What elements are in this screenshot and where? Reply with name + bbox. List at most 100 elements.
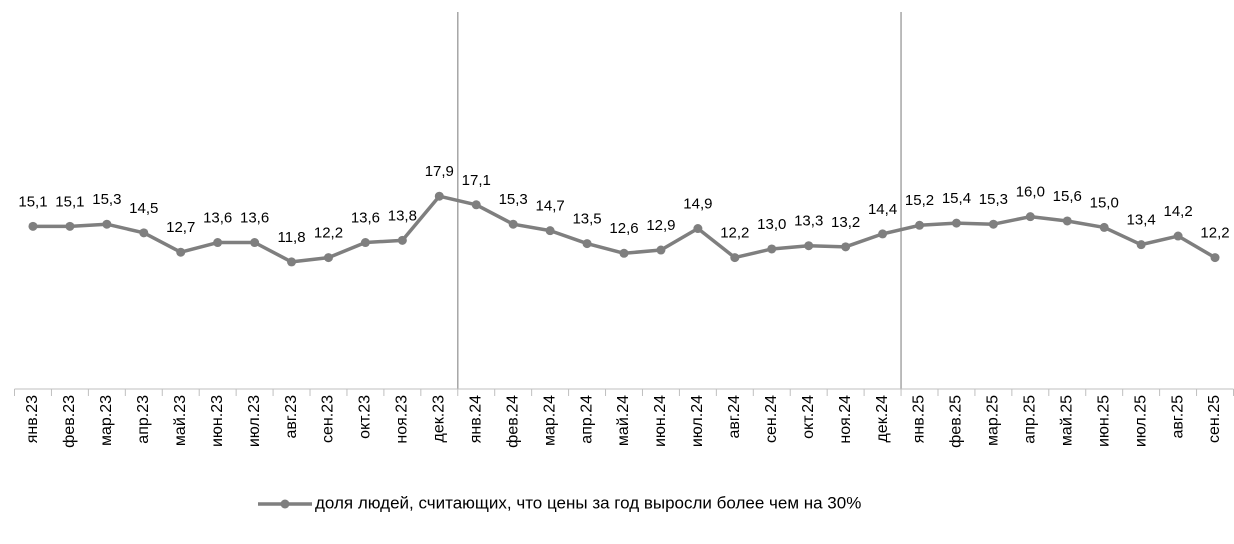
point	[619, 248, 629, 258]
point	[841, 242, 851, 252]
data-label: 14,2	[1163, 203, 1192, 220]
point	[915, 220, 925, 230]
data-label: 13,8	[388, 207, 417, 224]
legend-marker	[280, 499, 290, 509]
data-label: 13,3	[794, 213, 823, 230]
x-tick-label: фев.24	[504, 395, 521, 448]
x-tick-label: мар.25	[985, 395, 1002, 446]
point	[102, 219, 112, 229]
x-tick-label: окт.23	[357, 395, 374, 439]
x-tick-label: июн.24	[652, 395, 669, 447]
data-label: 15,4	[942, 190, 971, 207]
point	[28, 221, 38, 231]
x-tick-label: июн.25	[1095, 395, 1112, 447]
x-tick-label: апр.24	[578, 395, 595, 444]
point	[397, 235, 407, 245]
x-tick-label: сен.23	[320, 395, 337, 443]
point	[656, 245, 666, 255]
x-tick-label: май.24	[615, 395, 632, 446]
x-tick-label: янв.23	[24, 395, 41, 443]
x-tick-label: ноя.23	[394, 395, 411, 444]
point	[65, 221, 75, 231]
x-tick-label: сен.25	[1206, 395, 1223, 443]
point	[360, 238, 370, 248]
data-label: 11,8	[277, 229, 305, 246]
point	[730, 253, 740, 263]
data-label: 15,1	[18, 193, 47, 210]
data-label: 15,2	[905, 192, 934, 209]
point	[176, 247, 186, 257]
data-label: 16,0	[1016, 184, 1045, 201]
point	[988, 219, 998, 229]
data-label: 14,9	[683, 195, 712, 212]
point	[323, 253, 333, 263]
x-tick-label: июл.23	[246, 395, 263, 447]
data-label: 15,3	[979, 191, 1008, 208]
x-tick-label: апр.25	[1022, 395, 1039, 444]
point	[287, 257, 297, 267]
point	[434, 191, 444, 201]
point	[767, 244, 777, 254]
point	[1173, 231, 1183, 241]
data-label: 15,3	[499, 191, 528, 208]
point	[951, 218, 961, 228]
data-label: 13,4	[1127, 212, 1156, 229]
x-tick-label: янв.25	[911, 395, 928, 443]
point	[139, 228, 149, 238]
data-label: 15,0	[1090, 194, 1119, 211]
x-tick-label: авг.23	[283, 395, 300, 439]
x-tick-label: май.25	[1058, 395, 1075, 446]
data-label: 15,1	[55, 193, 84, 210]
x-tick-label: окт.24	[800, 395, 817, 439]
x-tick-label: авг.24	[726, 395, 743, 439]
x-tick-label: май.23	[172, 395, 189, 446]
x-tick-label: янв.24	[467, 395, 484, 443]
point	[582, 239, 592, 249]
x-tick-label: дек.23	[431, 395, 448, 443]
data-label: 12,2	[314, 225, 343, 242]
x-tick-label: ноя.24	[837, 395, 854, 444]
data-label: 12,9	[646, 217, 675, 234]
data-label: 13,6	[351, 209, 380, 226]
point	[1210, 253, 1220, 263]
data-label: 12,2	[720, 225, 749, 242]
data-label: 12,6	[609, 220, 638, 237]
data-label: 14,5	[129, 200, 158, 217]
data-label: 15,6	[1053, 188, 1082, 205]
data-label: 17,9	[425, 163, 454, 180]
data-label: 14,7	[536, 198, 565, 215]
data-label: 13,6	[240, 209, 269, 226]
point	[878, 229, 888, 239]
point	[804, 241, 814, 251]
data-label: 12,7	[166, 219, 195, 236]
data-label: 15,3	[92, 191, 121, 208]
point	[693, 224, 703, 234]
point	[1099, 222, 1109, 232]
x-tick-label: апр.23	[135, 395, 152, 444]
x-tick-label: июл.24	[689, 395, 706, 447]
legend-label: доля людей, считающих, что цены за год в…	[315, 493, 861, 512]
point	[508, 219, 518, 229]
data-label: 13,2	[831, 214, 860, 231]
x-tick-label: июл.25	[1132, 395, 1149, 447]
point	[1025, 212, 1035, 222]
data-label: 13,6	[203, 209, 232, 226]
data-label: 14,4	[868, 201, 897, 218]
data-label: 17,1	[462, 172, 491, 189]
data-label: 12,2	[1200, 225, 1229, 242]
point	[213, 238, 223, 248]
point	[471, 200, 481, 210]
data-label: 13,5	[572, 211, 601, 228]
x-tick-label: мар.24	[541, 395, 558, 446]
x-tick-label: фев.25	[948, 395, 965, 448]
data-label: 13,0	[757, 216, 786, 233]
x-tick-label: сен.24	[763, 395, 780, 443]
x-tick-label: авг.25	[1169, 395, 1186, 439]
x-tick-label: июн.23	[209, 395, 226, 447]
x-tick-label: фев.23	[61, 395, 78, 448]
x-tick-label: мар.23	[98, 395, 115, 446]
point	[545, 226, 555, 236]
x-tick-label: дек.24	[874, 395, 891, 443]
point	[1136, 240, 1146, 250]
